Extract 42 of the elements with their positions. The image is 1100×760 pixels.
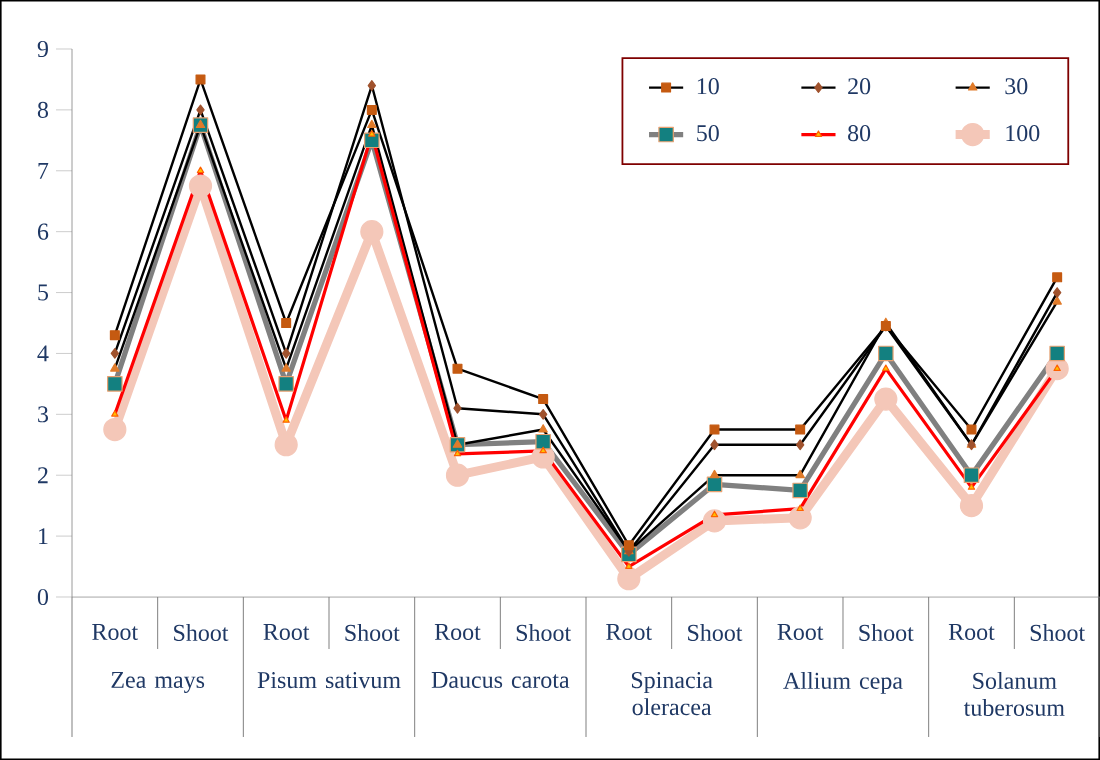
y-tick-label: 1 <box>39 528 48 545</box>
y-tick-label: 6 <box>37 223 49 240</box>
y-tick-label: 8 <box>37 101 49 118</box>
text: Allium cepa <box>783 672 903 694</box>
x-tick-label: Root <box>606 624 653 640</box>
legend-label: 20 <box>848 78 871 95</box>
y-tick-label: 4 <box>37 345 49 362</box>
text: Solanum tuberosum <box>963 672 1065 716</box>
point <box>788 506 812 530</box>
x-tick-label: Root <box>92 624 139 640</box>
x-tick-label: Shoot <box>859 624 914 641</box>
point <box>617 567 641 591</box>
x-tick-label: Root <box>263 624 310 640</box>
point <box>274 433 298 457</box>
point <box>959 494 984 518</box>
x-tick-label: Root <box>434 624 481 640</box>
y-tick-label: 7 <box>38 162 49 179</box>
legend-label: 50 <box>697 125 719 142</box>
legend-label: 100 <box>1006 125 1040 142</box>
point <box>188 174 213 198</box>
text: Zea mays <box>111 672 205 693</box>
x-tick-label: Shoot <box>688 624 743 641</box>
x-tick-label: Shoot <box>345 624 400 641</box>
legend-label: 80 <box>848 125 871 142</box>
y-tick-label: 5 <box>38 284 49 301</box>
y-tick-label: 0 <box>37 588 49 606</box>
y-tick-label: 2 <box>38 467 48 484</box>
point <box>103 417 127 442</box>
legend-label: 30 <box>1005 78 1028 95</box>
x-tick-label: Shoot <box>174 624 229 641</box>
x-tick-label: Shoot <box>516 624 572 641</box>
text: Spinacia oleracea <box>631 672 713 716</box>
y-tick-label: 9 <box>37 40 48 58</box>
x-tick-label: Root <box>948 624 995 640</box>
text: Pisum sativum <box>257 672 401 689</box>
point <box>445 463 470 487</box>
x-tick-label: Root <box>777 624 824 640</box>
y-tick-label: 3 <box>38 406 49 423</box>
text: Daucus carota <box>431 672 570 688</box>
legend-label: 10 <box>697 78 719 95</box>
x-tick-label: Shoot <box>1030 624 1086 641</box>
point <box>874 387 898 411</box>
